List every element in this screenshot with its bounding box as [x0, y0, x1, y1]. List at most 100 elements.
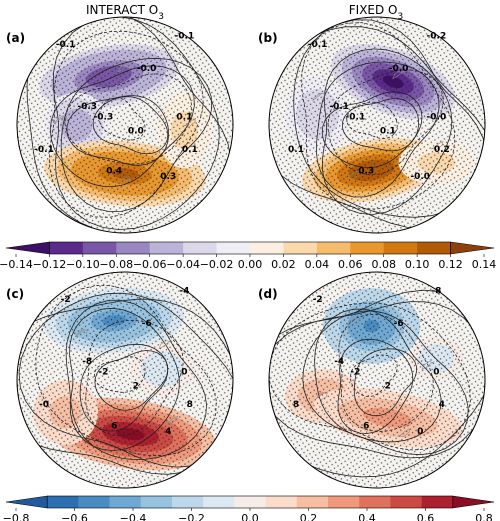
- contour-line-6: [35, 284, 217, 457]
- contour-line-2: [66, 95, 170, 166]
- colorbar-swatch: [421, 496, 454, 508]
- colorbar-tick-label: 0.8: [475, 512, 493, 521]
- contour-line-0: [98, 97, 146, 141]
- contour-line-1: [94, 350, 169, 411]
- contour-label: -2: [313, 295, 323, 305]
- colorbar-tick-label: −0.14: [0, 258, 33, 271]
- panel-a-title: INTERACT O3: [86, 3, 164, 22]
- colorbar-tick-label: 0.2: [300, 512, 318, 521]
- contour-label: -2: [350, 368, 360, 378]
- panel-c-label: (c): [6, 287, 24, 301]
- colorbar-swatch: [296, 496, 329, 508]
- colorbar-tick-label: 0.6: [417, 512, 435, 521]
- contour-line-7: [269, 301, 485, 459]
- contour-line-3: [327, 69, 444, 176]
- contour-label: -4: [179, 287, 189, 297]
- contour-line-2: [79, 343, 169, 432]
- panel-c: (c) -2 -4 -6 -8 -2 0 2 8 6 4 -0: [6, 271, 234, 489]
- contour-label: -2: [61, 295, 71, 305]
- colorbar-ozone: −0.14 −0.12 −0.10 −0.08 −0.06 −0.04 −0.02 0.00 0…: [0, 241, 496, 271]
- colorbar-temperature: −0.8 −0.6 −0.4 −0.2 0.0 0.2 0.4 0.6 0.8: [3, 495, 495, 521]
- contour-label: 0.3: [358, 167, 374, 177]
- contour-line-2: [337, 338, 414, 434]
- contour-label: -0.0: [389, 64, 409, 74]
- contour-line-3: [85, 319, 184, 437]
- colorbar-swatch: [49, 242, 84, 254]
- colorbar-swatch: [47, 496, 79, 508]
- contour-label: -8: [431, 287, 441, 297]
- contour-line-4: [49, 65, 195, 187]
- coastline: [392, 70, 406, 80]
- contour-label: 0.4: [106, 167, 122, 177]
- contour-label: 6: [363, 422, 369, 432]
- colorbar-swatch: [116, 242, 151, 254]
- contour-label: 0.3: [160, 172, 176, 182]
- contour-label: 4: [439, 400, 445, 410]
- contour-line-7: [52, 17, 220, 231]
- colorbar-tick-label: −0.10: [66, 258, 100, 271]
- colorbar-swatch: [265, 496, 298, 508]
- contour-line-5: [302, 310, 469, 456]
- contour-line-8: [17, 298, 233, 475]
- panel-a-label: (a): [6, 31, 25, 45]
- colorbar-tick-label: −0.4: [120, 512, 147, 521]
- contour-label: -4: [334, 357, 344, 367]
- colorbar-swatch: [250, 242, 284, 254]
- contour-line-4: [314, 308, 442, 443]
- colorbar-swatch: [316, 242, 351, 254]
- colorbar-swatch: [78, 496, 110, 508]
- colorbar-tick-label: −0.6: [61, 512, 88, 521]
- map-body: [269, 17, 485, 233]
- contour-label: -0.3: [77, 102, 97, 112]
- coastline: [347, 317, 360, 326]
- map-outline: [16, 271, 234, 489]
- contour-label: 4: [165, 427, 171, 437]
- significance-stipple-overlay: [17, 17, 233, 233]
- contour-label: -0: [39, 400, 49, 410]
- contour-label: 0.0: [128, 127, 144, 137]
- colorbar-swatch: [328, 496, 360, 508]
- colorbar-swatch: [183, 242, 217, 254]
- coastline: [158, 340, 172, 350]
- colorbar-tick-label: 0.4: [358, 512, 376, 521]
- coastline: [312, 92, 325, 102]
- colorbar-swatch: [216, 242, 251, 254]
- colorbar-tick-label: 0.00: [238, 258, 263, 271]
- colorbar-tick-label: 0.04: [305, 258, 330, 271]
- coastline: [421, 361, 435, 370]
- map-body: [17, 272, 233, 488]
- panel-d: (d) -2 -8 -6 -4 -2 0 2 4 6 0 8: [258, 271, 486, 489]
- colorbar-swatch: [450, 241, 495, 255]
- contour-label: -8: [82, 357, 92, 367]
- contour-label: 0.2: [434, 145, 450, 155]
- contour-line-0: [346, 101, 398, 140]
- contour-label: -0.0: [137, 64, 157, 74]
- coastline: [75, 411, 88, 421]
- colorbar-swatch: [140, 496, 173, 508]
- colorbar-tick-label: 0.06: [338, 258, 363, 271]
- panel-a: INTERACT O3 (a) -0.1 -0.1 -0.0 -0.3-0.3 0.1 0…: [6, 3, 234, 234]
- contour-label: -0.1: [329, 102, 349, 112]
- contour-label: 2: [133, 382, 139, 392]
- colorbar-tick-label: −0.08: [99, 258, 133, 271]
- contour-label: 6: [111, 422, 117, 432]
- contour-label: -0.0: [427, 113, 447, 123]
- contour-label: 8: [187, 400, 193, 410]
- contour-label: -6: [394, 319, 404, 329]
- contour-line-1: [341, 98, 419, 152]
- contour-label: -0.2: [427, 32, 447, 42]
- contour-label: 0.1: [176, 113, 192, 123]
- contour-label: -0.1: [175, 32, 195, 42]
- colorbar-swatch: [383, 242, 418, 254]
- coastline: [165, 415, 179, 425]
- panel-d-label: (d): [258, 287, 278, 301]
- colorbar-swatch: [172, 496, 204, 508]
- colorbar-swatch: [82, 242, 117, 254]
- coastline: [117, 63, 131, 73]
- contour-line-4: [315, 61, 440, 198]
- colorbar-tick-label: −0.2: [178, 512, 205, 521]
- contour-label: -0.1: [308, 40, 328, 50]
- contour-line-5: [321, 48, 453, 215]
- map-body: [17, 17, 233, 233]
